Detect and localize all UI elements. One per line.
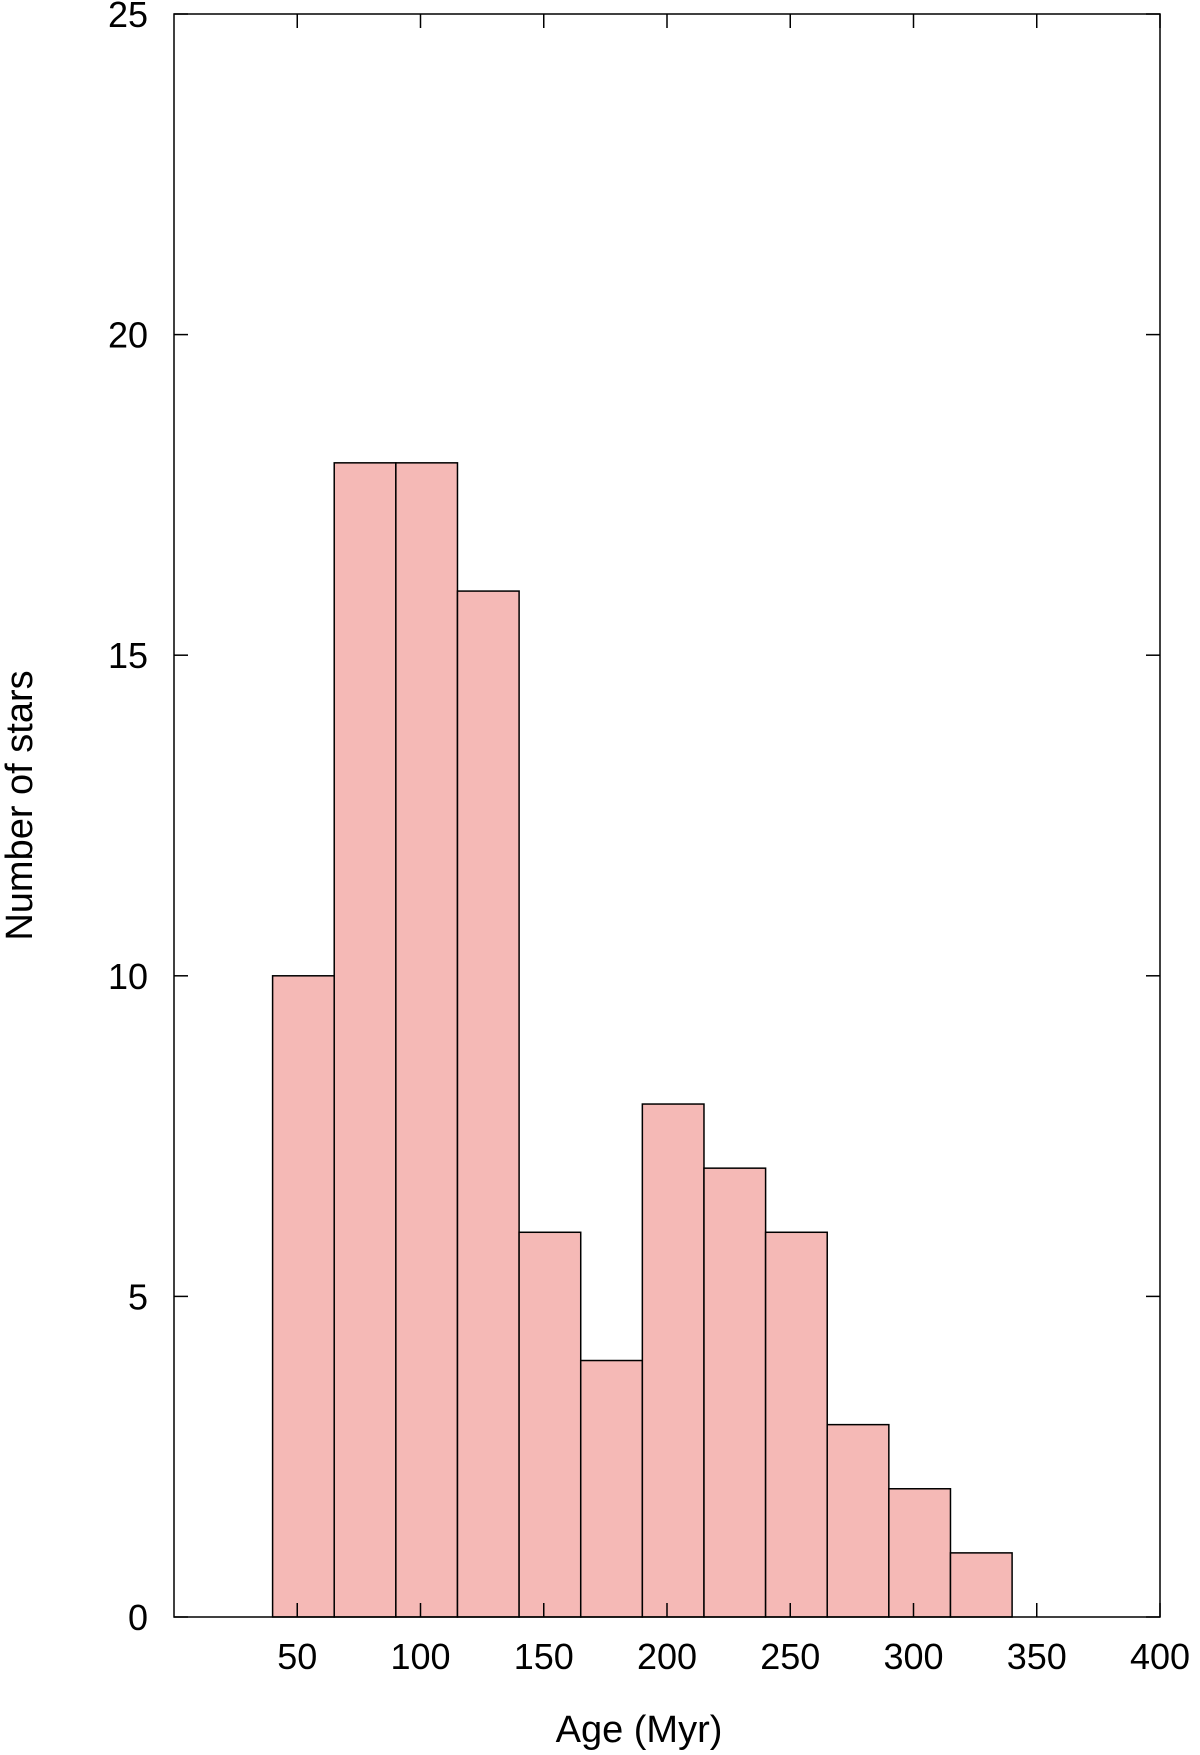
x-axis-label: Age (Myr) [556, 1709, 723, 1751]
x-tick-label: 250 [760, 1636, 820, 1677]
histogram-bar [764, 1231, 828, 1618]
histogram-bar [271, 975, 335, 1618]
x-tick-label: 350 [1007, 1636, 1067, 1677]
y-axis-label: Number of stars [0, 670, 41, 940]
histogram-bar [456, 590, 520, 1618]
x-tick-label: 50 [277, 1636, 317, 1677]
histogram-bar [641, 1103, 705, 1618]
y-tick-label: 15 [108, 635, 148, 676]
histogram-bar [395, 462, 459, 1618]
histogram-bars [271, 462, 1013, 1618]
y-tick-label: 0 [128, 1597, 148, 1638]
x-tick-label: 100 [390, 1636, 450, 1677]
axis-ticks [174, 13, 1161, 1618]
x-tick-label: 200 [637, 1636, 697, 1677]
x-tick-label: 400 [1130, 1636, 1190, 1677]
histogram-bar [826, 1423, 890, 1618]
y-tick-label: 25 [108, 0, 148, 35]
x-tick-label: 300 [883, 1636, 943, 1677]
histogram-bar [949, 1552, 1013, 1618]
y-tick-label: 5 [128, 1276, 148, 1317]
histogram-bar [579, 1359, 644, 1618]
y-tick-label: 10 [108, 956, 148, 997]
histogram-bar [518, 1231, 582, 1618]
y-tick-label: 20 [108, 315, 148, 356]
histogram-bar [703, 1167, 767, 1618]
histogram-bar [888, 1488, 952, 1618]
x-tick-label: 150 [514, 1636, 574, 1677]
x-tick-labels: 50 100 150 200 250 300 350 400 [277, 1636, 1190, 1677]
histogram-bar [333, 462, 397, 1618]
y-tick-labels: 0 5 10 15 20 25 [108, 0, 148, 1638]
